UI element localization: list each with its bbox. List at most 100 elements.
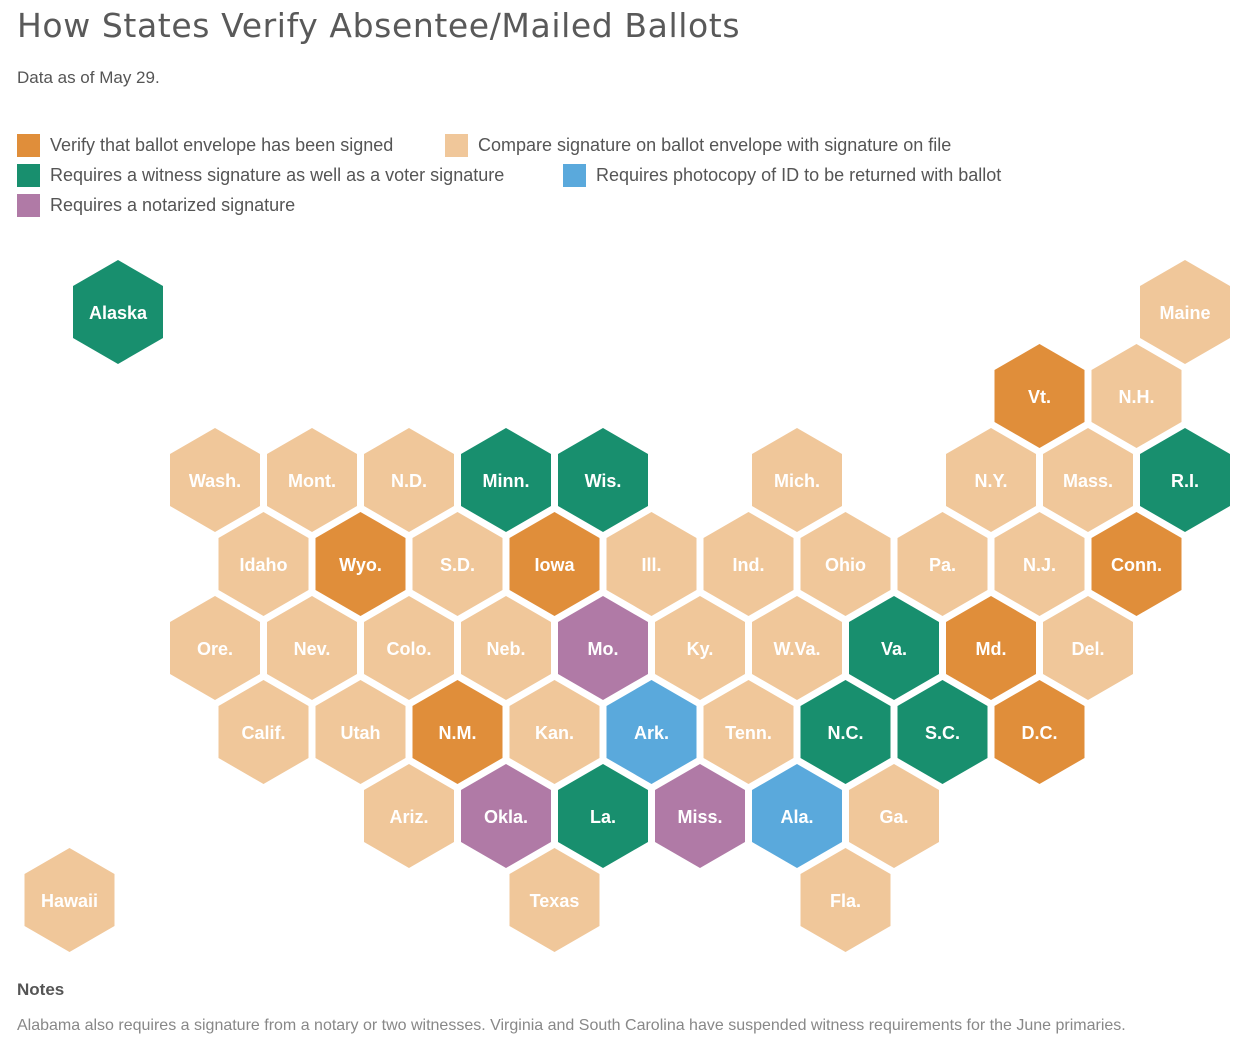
state-label-calif: Calif. — [241, 723, 285, 743]
state-hex-ill — [606, 512, 697, 616]
state-tile-alaska[interactable]: Alaska — [73, 260, 163, 364]
state-tile-n-c[interactable]: N.C. — [800, 680, 891, 784]
state-tile-iowa[interactable]: Iowa — [509, 512, 600, 616]
state-tile-w-va[interactable]: W.Va. — [752, 596, 842, 700]
state-tile-d-c[interactable]: D.C. — [994, 680, 1085, 784]
state-hex-w-va — [752, 596, 842, 700]
state-hex-vt — [994, 344, 1085, 448]
state-tile-n-m[interactable]: N.M. — [412, 680, 503, 784]
state-tile-nev[interactable]: Nev. — [267, 596, 357, 700]
state-label-mont: Mont. — [288, 471, 336, 491]
state-tile-ariz[interactable]: Ariz. — [364, 764, 454, 868]
state-tile-n-h[interactable]: N.H. — [1091, 344, 1182, 448]
legend-swatch-signed — [17, 133, 40, 157]
state-tile-n-y[interactable]: N.Y. — [946, 428, 1036, 532]
state-tile-mass[interactable]: Mass. — [1043, 428, 1133, 532]
state-tile-idaho[interactable]: Idaho — [218, 512, 309, 616]
state-tile-ore[interactable]: Ore. — [170, 596, 260, 700]
legend-label-signed: Verify that ballot envelope has been sig… — [50, 134, 394, 155]
state-hex-texas — [509, 848, 600, 952]
state-tile-ky[interactable]: Ky. — [655, 596, 745, 700]
state-label-ore: Ore. — [197, 639, 233, 659]
state-tile-texas[interactable]: Texas — [509, 848, 600, 952]
state-label-s-c: S.C. — [925, 723, 960, 743]
state-hex-s-d — [412, 512, 503, 616]
state-hex-ky — [655, 596, 745, 700]
state-tile-minn[interactable]: Minn. — [461, 428, 551, 532]
state-tile-maine[interactable]: Maine — [1140, 260, 1230, 364]
state-tile-fla[interactable]: Fla. — [800, 848, 891, 952]
state-label-d-c: D.C. — [1022, 723, 1058, 743]
state-label-wyo: Wyo. — [339, 555, 382, 575]
state-tile-miss[interactable]: Miss. — [655, 764, 745, 868]
legend-item-signed: Verify that ballot envelope has been sig… — [17, 133, 393, 157]
state-tile-utah[interactable]: Utah — [315, 680, 406, 784]
state-tile-ark[interactable]: Ark. — [606, 680, 697, 784]
state-tile-wis[interactable]: Wis. — [558, 428, 648, 532]
legend-label-id: Requires photocopy of ID to be returned … — [596, 164, 1002, 185]
state-label-conn: Conn. — [1111, 555, 1162, 575]
state-label-utah: Utah — [341, 723, 381, 743]
state-tile-s-c[interactable]: S.C. — [897, 680, 988, 784]
state-tile-va[interactable]: Va. — [849, 596, 939, 700]
state-label-mass: Mass. — [1063, 471, 1113, 491]
state-label-idaho: Idaho — [240, 555, 288, 575]
state-tile-colo[interactable]: Colo. — [364, 596, 454, 700]
state-label-wis: Wis. — [585, 471, 622, 491]
state-tile-neb[interactable]: Neb. — [461, 596, 551, 700]
state-tile-r-i[interactable]: R.I. — [1140, 428, 1230, 532]
state-tile-md[interactable]: Md. — [946, 596, 1036, 700]
legend-label-notary: Requires a notarized signature — [50, 194, 296, 215]
state-label-ohio: Ohio — [825, 555, 866, 575]
state-hex-ala — [752, 764, 842, 868]
state-label-ill: Ill. — [641, 555, 661, 575]
state-hex-idaho — [218, 512, 309, 616]
state-label-n-c: N.C. — [828, 723, 864, 743]
legend-item-id: Requires photocopy of ID to be returned … — [563, 163, 1001, 187]
state-tile-kan[interactable]: Kan. — [509, 680, 600, 784]
state-tile-pa[interactable]: Pa. — [897, 512, 988, 616]
state-hex-la — [558, 764, 648, 868]
state-tile-mont[interactable]: Mont. — [267, 428, 357, 532]
state-tile-conn[interactable]: Conn. — [1091, 512, 1182, 616]
state-label-minn: Minn. — [483, 471, 530, 491]
state-tile-wash[interactable]: Wash. — [170, 428, 260, 532]
state-hex-maine — [1140, 260, 1230, 364]
state-tile-la[interactable]: La. — [558, 764, 648, 868]
state-tile-n-j[interactable]: N.J. — [994, 512, 1085, 616]
state-tile-tenn[interactable]: Tenn. — [703, 680, 794, 784]
state-hex-ariz — [364, 764, 454, 868]
state-tile-vt[interactable]: Vt. — [994, 344, 1085, 448]
state-hex-ga — [849, 764, 939, 868]
legend-swatch-notary — [17, 193, 40, 217]
state-label-s-d: S.D. — [440, 555, 475, 575]
state-hex-nev — [267, 596, 357, 700]
state-tile-hawaii[interactable]: Hawaii — [24, 848, 115, 952]
state-hex-n-m — [412, 680, 503, 784]
state-label-okla: Okla. — [484, 807, 528, 827]
state-tile-wyo[interactable]: Wyo. — [315, 512, 406, 616]
state-tile-s-d[interactable]: S.D. — [412, 512, 503, 616]
state-tile-okla[interactable]: Okla. — [461, 764, 551, 868]
state-hex-n-d — [364, 428, 454, 532]
state-hex-wyo — [315, 512, 406, 616]
legend-item-witness: Requires a witness signature as well as … — [17, 163, 504, 187]
state-hex-r-i — [1140, 428, 1230, 532]
state-tile-ohio[interactable]: Ohio — [800, 512, 891, 616]
state-tile-ga[interactable]: Ga. — [849, 764, 939, 868]
state-tile-ala[interactable]: Ala. — [752, 764, 842, 868]
state-tile-ill[interactable]: Ill. — [606, 512, 697, 616]
state-tile-calif[interactable]: Calif. — [218, 680, 309, 784]
state-tile-ind[interactable]: Ind. — [703, 512, 794, 616]
state-hex-del — [1043, 596, 1133, 700]
state-hex-okla — [461, 764, 551, 868]
state-tile-mich[interactable]: Mich. — [752, 428, 842, 532]
legend-item-notary: Requires a notarized signature — [17, 193, 295, 217]
state-label-n-m: N.M. — [439, 723, 477, 743]
state-tile-del[interactable]: Del. — [1043, 596, 1133, 700]
state-tile-n-d[interactable]: N.D. — [364, 428, 454, 532]
notes-heading: Notes — [17, 980, 65, 999]
data-date-note: Data as of May 29. — [17, 68, 160, 87]
state-label-ariz: Ariz. — [389, 807, 428, 827]
state-tile-mo[interactable]: Mo. — [558, 596, 648, 700]
